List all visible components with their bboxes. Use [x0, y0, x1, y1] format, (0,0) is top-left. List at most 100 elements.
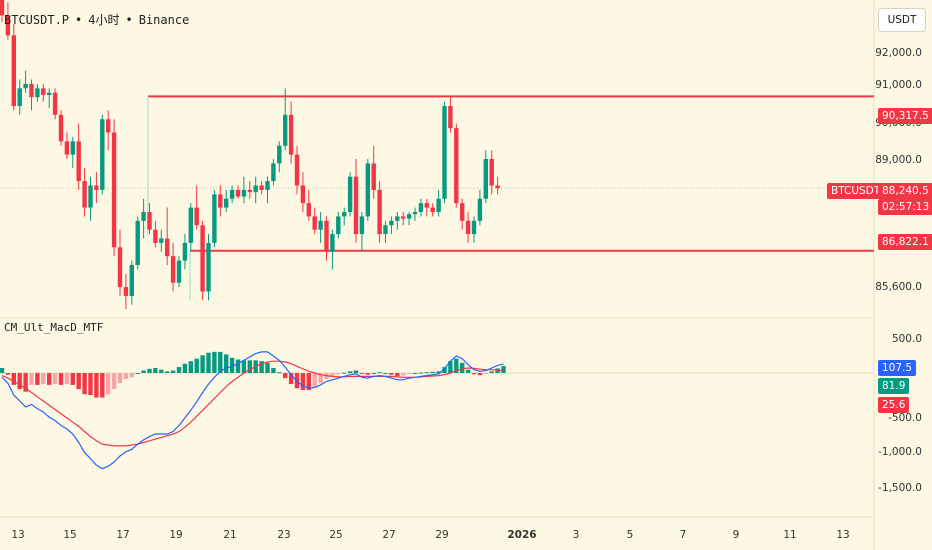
candle-down: [495, 185, 500, 189]
macd-histogram-bar: [206, 352, 211, 374]
macd-histogram-bar: [330, 373, 335, 377]
macd-histogram-bar: [389, 373, 394, 375]
candle-down: [371, 163, 376, 190]
candle-down: [153, 229, 158, 243]
macd-histogram-bar: [448, 361, 453, 374]
header-separator: •: [75, 13, 83, 27]
time-tick-label: 13: [11, 529, 24, 541]
candle-down: [424, 203, 429, 208]
macd-histogram-bar: [495, 368, 500, 374]
candle-up: [70, 141, 75, 155]
macd-histogram-bar: [471, 373, 477, 375]
last-price-tag: 88,240.5: [878, 183, 932, 199]
candle-down: [454, 128, 459, 204]
macd-histogram-bar: [265, 362, 270, 374]
price-axis[interactable]: 92,000.091,000.090,000.089,000.085,600.0: [875, 47, 922, 293]
macd-histogram-bar: [188, 361, 193, 374]
candle-down: [29, 83, 34, 98]
candle-down: [82, 181, 87, 208]
macd-histogram-bar: [159, 369, 164, 374]
macd-histogram-bar: [41, 373, 46, 385]
candle-up: [188, 207, 193, 243]
macd-axis[interactable]: 500.0 -500.0 -1,000.0 -1,500.0: [878, 333, 922, 494]
candle-up: [365, 163, 370, 217]
macd-histogram-bar: [52, 373, 58, 385]
signal-value-tag: 25.6: [878, 397, 910, 413]
macd-histogram-bar: [35, 373, 40, 385]
macd-histogram-bar: [47, 373, 52, 385]
macd-histogram-bar: [271, 367, 276, 374]
candle-down: [300, 185, 306, 204]
candle-down: [52, 92, 58, 115]
macd-histogram-bar: [70, 373, 75, 385]
candle-up: [176, 260, 182, 283]
header-separator: •: [125, 13, 133, 27]
macd-histogram-bar: [176, 367, 182, 374]
candle-up: [359, 216, 365, 235]
price-pane[interactable]: [0, 0, 874, 310]
macd-histogram-bar: [418, 372, 424, 374]
macd-histogram-bar: [359, 373, 365, 375]
candle-up: [265, 181, 270, 190]
macd-histogram-bar: [23, 373, 28, 392]
candle-down: [401, 216, 406, 219]
symbol-name[interactable]: BTCUSDT.P: [4, 13, 70, 27]
macd-tick-label: -1,000.0: [878, 446, 922, 458]
candle-down: [117, 247, 123, 288]
macd-histogram-bar: [401, 373, 406, 376]
macd-histogram-bar: [194, 358, 199, 374]
interval-label[interactable]: 4小时: [88, 13, 120, 27]
candle-up: [436, 198, 441, 212]
macd-histogram-bar: [218, 351, 223, 374]
macd-histogram-bar: [300, 373, 306, 390]
symbol-header[interactable]: BTCUSDT.P • 4小时 • Binance: [4, 11, 189, 28]
candle-up: [342, 212, 347, 217]
candle-down: [259, 185, 264, 190]
macd-histogram-bar: [353, 370, 359, 374]
candle-up: [206, 242, 211, 292]
candle-up: [389, 220, 394, 226]
time-axis[interactable]: 13 15 17 19 21 23 25 27 29 2026 3 5 7 9 11 13: [11, 529, 849, 541]
candle-up: [418, 203, 424, 212]
indicator-label[interactable]: CM_Ult_MacD_MTF: [4, 321, 104, 334]
macd-pane[interactable]: [0, 351, 874, 470]
candle-down: [0, 0, 5, 16]
macd-value-tag: 107.5: [878, 360, 917, 376]
macd-histogram-bar: [247, 360, 252, 374]
resistance-price-tag: 90,317.5: [878, 108, 932, 124]
candle-up: [471, 220, 477, 235]
candle-down: [353, 176, 359, 235]
candle-down: [465, 220, 471, 235]
macd-histogram-bar: [406, 373, 412, 375]
candle-up: [406, 214, 412, 219]
macd-histogram-bar: [82, 373, 87, 395]
candle-up: [477, 198, 483, 221]
candle-up: [253, 185, 258, 193]
symbol-price-tag: BTCUSDT.P: [827, 183, 893, 199]
time-tick-label: 7: [680, 529, 687, 541]
macd-histogram-bar: [129, 373, 134, 378]
macd-histogram-bar: [200, 355, 205, 374]
countdown-tag: 02:57:13: [878, 199, 932, 215]
candle-down: [430, 207, 435, 212]
candle-down: [111, 132, 117, 248]
time-tick-label: 13: [836, 529, 849, 541]
macd-histogram-bar: [5, 373, 11, 375]
macd-histogram-bar: [454, 358, 459, 374]
macd-histogram-bar: [477, 373, 483, 376]
candle-up: [88, 185, 93, 208]
macd-histogram-bar: [430, 371, 435, 374]
macd-histogram-bar: [64, 373, 70, 385]
macd-histogram-bar: [465, 369, 471, 374]
price-tick-label: 91,000.0: [875, 79, 922, 91]
candle-up: [182, 242, 188, 261]
macd-histogram-bar: [347, 371, 353, 374]
macd-histogram-bar: [94, 373, 99, 398]
currency-button[interactable]: USDT: [878, 8, 926, 32]
candle-down: [11, 35, 16, 107]
macd-histogram-bar: [11, 373, 16, 385]
time-tick-label: 25: [329, 529, 342, 541]
macd-histogram-bar: [365, 373, 370, 375]
